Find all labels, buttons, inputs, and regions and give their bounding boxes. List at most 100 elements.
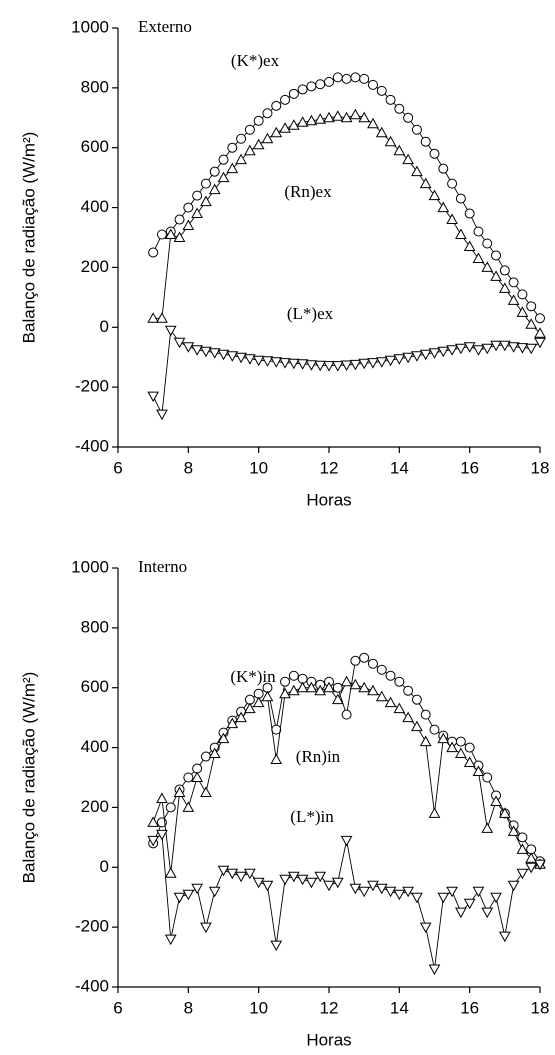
point [209, 166, 220, 177]
x-tick-label: 18 [531, 458, 550, 477]
point [182, 342, 195, 353]
point [305, 877, 318, 889]
point [270, 753, 283, 765]
point [252, 696, 265, 708]
point [235, 352, 247, 364]
series-line [152, 833, 541, 970]
point [507, 294, 520, 305]
point [173, 231, 186, 242]
series-label: (K*)in [230, 667, 276, 686]
point [455, 193, 466, 204]
chart-title: Interno [138, 557, 187, 576]
y-tick-label: 200 [81, 257, 109, 276]
x-tick-label: 6 [113, 998, 122, 1017]
point [235, 153, 247, 165]
point [402, 352, 414, 364]
x-tick-label: 8 [184, 458, 193, 477]
point [270, 126, 283, 138]
point [437, 346, 450, 358]
point [324, 76, 334, 87]
point [384, 696, 397, 708]
series-label: (Rn)in [296, 747, 341, 766]
point [173, 786, 186, 797]
point [358, 358, 371, 370]
point [437, 201, 450, 213]
point [174, 214, 185, 225]
point [446, 345, 458, 356]
point [463, 756, 476, 768]
x-tick-label: 12 [320, 998, 339, 1017]
point [393, 354, 406, 365]
point [437, 892, 450, 904]
point [428, 348, 441, 359]
point [411, 165, 423, 177]
point [314, 871, 327, 883]
series-label: (L*)in [290, 807, 334, 826]
point [455, 736, 466, 747]
point [340, 835, 353, 847]
point [323, 681, 335, 693]
point [385, 94, 396, 105]
point [200, 922, 212, 934]
point [534, 337, 546, 349]
point [411, 720, 423, 732]
x-tick-label: 10 [249, 998, 268, 1017]
point [315, 79, 326, 90]
point [244, 354, 256, 365]
point [367, 658, 378, 669]
series-label: (Rn)ex [284, 182, 332, 201]
y-tick-label: 0 [100, 317, 109, 336]
series-line [152, 657, 541, 862]
point [393, 144, 406, 156]
point [208, 348, 221, 359]
point [490, 340, 502, 352]
point [252, 355, 265, 367]
point [419, 922, 432, 934]
point [200, 178, 211, 189]
point [411, 694, 422, 705]
point [332, 682, 343, 693]
point [472, 345, 485, 356]
point [331, 693, 344, 705]
point [271, 100, 282, 111]
point [375, 883, 388, 895]
point [191, 883, 203, 895]
point [323, 880, 335, 892]
point [349, 359, 362, 371]
point [438, 163, 449, 174]
point [455, 343, 467, 355]
point [367, 358, 379, 369]
point [244, 702, 256, 714]
point [156, 829, 168, 841]
point [385, 670, 396, 681]
series-line [152, 329, 541, 416]
point [287, 119, 300, 130]
point [525, 343, 538, 355]
series-line [153, 114, 541, 334]
point [208, 747, 221, 759]
point [490, 270, 502, 281]
point [463, 240, 476, 251]
x-axis-label: Horas [306, 1030, 351, 1049]
point [429, 724, 440, 735]
y-tick-label: 800 [81, 617, 109, 636]
point [525, 318, 538, 329]
point [261, 880, 274, 892]
point [252, 877, 265, 889]
point [525, 852, 538, 863]
point [481, 822, 494, 833]
point [375, 357, 388, 368]
point [402, 153, 414, 165]
point [226, 351, 239, 362]
point [340, 675, 353, 687]
point [218, 154, 229, 165]
point [340, 111, 353, 123]
x-tick-label: 16 [460, 998, 479, 1017]
point [498, 931, 511, 943]
point [173, 337, 186, 349]
point [288, 670, 299, 681]
point [306, 81, 317, 92]
point [498, 282, 511, 293]
point [191, 207, 203, 219]
point [525, 862, 538, 874]
